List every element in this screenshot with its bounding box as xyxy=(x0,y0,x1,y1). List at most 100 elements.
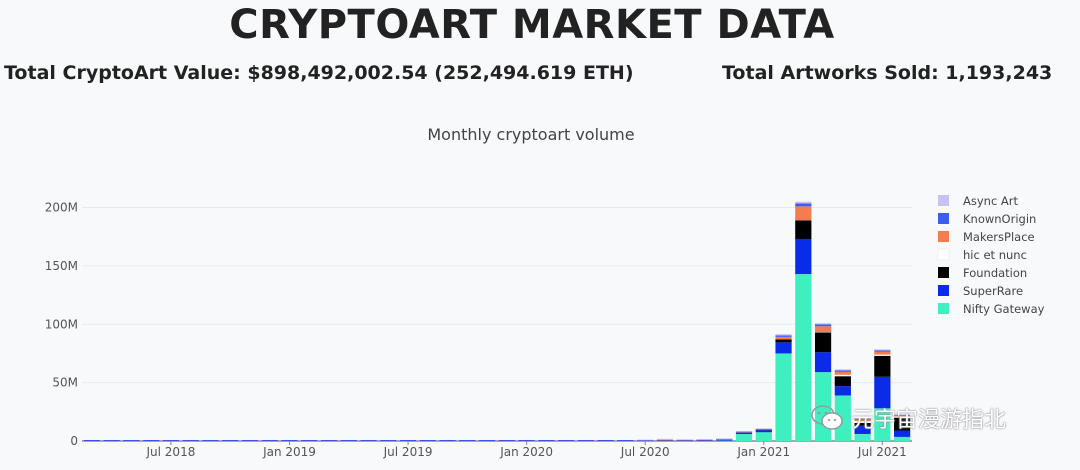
bar-segment xyxy=(656,439,674,441)
x-tick-label: Jan 2019 xyxy=(262,445,316,459)
bar-segment xyxy=(795,203,812,207)
legend-label: Foundation xyxy=(963,266,1027,280)
bar-segment xyxy=(202,440,219,441)
bar-segment xyxy=(894,416,911,418)
bar-segment xyxy=(874,354,891,356)
legend-label: Async Art xyxy=(963,194,1019,208)
bar-segment xyxy=(123,440,140,441)
bar-segment xyxy=(735,431,753,433)
x-axis: Jul 2018 Jan 2019 Jul 2019 Jan 2020 Jul 2020… xyxy=(146,441,907,459)
y-tick-label: 50M xyxy=(52,376,78,390)
legend-label: SuperRare xyxy=(963,284,1023,298)
bar-segment xyxy=(834,395,851,441)
x-tick-label: Jul 2020 xyxy=(620,445,670,459)
bar-segment xyxy=(755,428,772,430)
wechat-icon xyxy=(810,403,844,433)
bar-segment xyxy=(834,386,851,396)
bar-segment xyxy=(735,432,753,434)
legend-swatch xyxy=(938,267,949,278)
bar-segment xyxy=(419,440,436,441)
bar-segment xyxy=(577,440,595,441)
bar-segment xyxy=(380,440,397,441)
bar-segment xyxy=(775,353,792,441)
bar-segment xyxy=(874,355,891,377)
bar-segment xyxy=(834,369,851,371)
legend-label: MakersPlace xyxy=(963,230,1035,244)
bar-segment xyxy=(834,371,851,375)
y-tick-label: 100M xyxy=(45,317,78,331)
bar-stacks xyxy=(83,201,911,441)
watermark-text: 元宇宙漫游指北 xyxy=(852,408,1007,433)
page-title: CRYPTOART MARKET DATA xyxy=(229,2,835,48)
bar-segment xyxy=(716,438,733,440)
bar-segment xyxy=(656,438,674,440)
y-tick-label: 0 xyxy=(70,434,78,448)
bar-segment xyxy=(143,440,160,441)
bar-segment xyxy=(795,274,812,441)
bar-segment xyxy=(498,440,515,441)
bar-segment xyxy=(834,370,851,372)
bar-segment xyxy=(696,440,713,441)
bar-segment xyxy=(459,440,476,441)
bar-segment xyxy=(518,440,535,441)
bar-segment xyxy=(814,323,832,325)
legend-swatch xyxy=(938,303,949,314)
bar-segment xyxy=(775,339,792,343)
bar-segment xyxy=(894,430,911,437)
x-tick-label: Jan 2021 xyxy=(736,445,790,459)
bar-segment xyxy=(894,414,911,416)
bar-segment xyxy=(814,352,832,373)
bar-segment xyxy=(399,440,417,441)
legend-label: Nifty Gateway xyxy=(963,302,1045,316)
bar-segment xyxy=(597,440,614,441)
legend-swatch xyxy=(938,285,949,296)
y-tick-label: 150M xyxy=(45,259,78,273)
bar-segment xyxy=(854,422,871,426)
bar-segment xyxy=(874,349,891,351)
total-value-stat: Total CryptoArt Value: $898,492,002.54 (… xyxy=(4,62,634,84)
legend-swatch xyxy=(938,195,949,206)
bar-segment xyxy=(795,206,812,221)
bar-segment xyxy=(775,336,792,340)
bar-segment xyxy=(637,439,654,441)
bar-segment xyxy=(696,439,713,440)
bar-segment xyxy=(894,414,911,416)
bar-segment xyxy=(617,440,634,441)
bar-segment xyxy=(182,440,199,441)
bar-segment xyxy=(222,440,239,441)
bar-segment xyxy=(834,376,851,387)
bar-segment xyxy=(656,440,674,441)
total-sold-stat: Total Artworks Sold: 1,193,243 xyxy=(722,62,1053,84)
bar-segment xyxy=(854,425,871,434)
bar-segment xyxy=(735,430,753,432)
legend-label: KnownOrigin xyxy=(963,212,1036,226)
bar-segment xyxy=(775,342,792,354)
legend-swatch xyxy=(937,248,950,261)
bar-segment xyxy=(676,440,693,441)
legend-label: hic et nunc xyxy=(963,248,1027,262)
bar-segment xyxy=(834,374,851,377)
bar-segment xyxy=(795,201,812,204)
bar-segment xyxy=(637,440,654,441)
bar-segment xyxy=(360,440,377,441)
bar-segment xyxy=(558,440,575,441)
bar-segment xyxy=(854,418,871,419)
bar-segment xyxy=(83,440,100,441)
bar-segment xyxy=(874,376,891,409)
bar-segment xyxy=(894,436,911,441)
bar-segment xyxy=(894,417,911,431)
legend: Async Art KnownOrigin MakersPlace hic et nu… xyxy=(937,194,1045,316)
bar-segment xyxy=(320,440,338,441)
bar-segment xyxy=(874,350,891,352)
bar-segment xyxy=(775,335,792,337)
legend-swatch xyxy=(938,231,949,242)
y-tick-label: 200M xyxy=(45,201,78,215)
bar-segment xyxy=(755,430,772,433)
legend-swatch xyxy=(938,213,949,224)
watermark: 元宇宙漫游指北 xyxy=(810,402,1006,434)
bar-segment xyxy=(281,440,298,441)
gridlines xyxy=(82,207,912,442)
chart-title: Monthly cryptoart volume xyxy=(427,125,634,144)
bar-segment xyxy=(795,220,812,240)
bar-segment xyxy=(439,440,456,441)
